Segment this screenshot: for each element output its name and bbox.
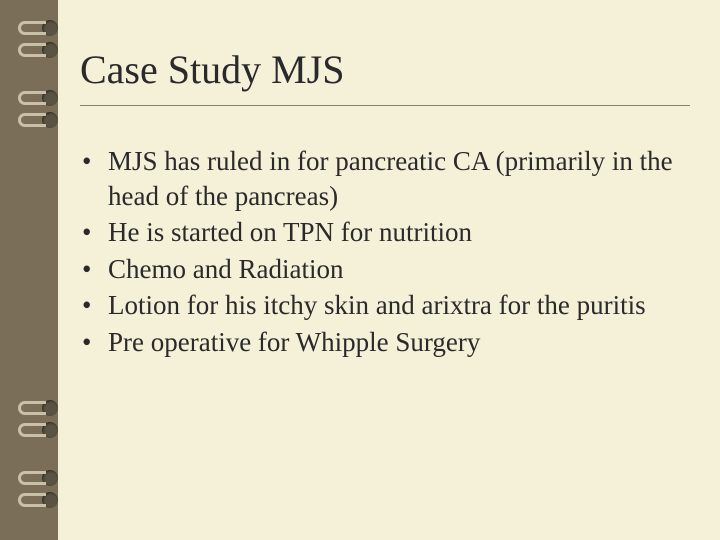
- binder-ring-icon: [18, 401, 46, 415]
- binder-ring-pair: [18, 470, 66, 510]
- binder-ring-icon: [18, 113, 46, 127]
- bullet-item: He is started on TPN for nutrition: [108, 215, 690, 250]
- bullet-item: Chemo and Radiation: [108, 252, 690, 287]
- bullet-item: Lotion for his itchy skin and arixtra fo…: [108, 288, 690, 323]
- bullet-list: MJS has ruled in for pancreatic CA (prim…: [80, 144, 690, 359]
- binder-ring-icon: [18, 493, 46, 507]
- binder-ring-pair: [18, 400, 66, 440]
- binder-ring-icon: [18, 21, 46, 35]
- binder-ring-icon: [18, 471, 46, 485]
- binder-strip: [0, 0, 58, 540]
- slide-content: Case Study MJS MJS has ruled in for panc…: [80, 46, 690, 361]
- binder-ring-pair: [18, 90, 66, 130]
- slide-title: Case Study MJS: [80, 46, 690, 106]
- binder-ring-icon: [18, 43, 46, 57]
- bullet-item: MJS has ruled in for pancreatic CA (prim…: [108, 144, 690, 213]
- binder-ring-icon: [18, 423, 46, 437]
- bullet-item: Pre operative for Whipple Surgery: [108, 325, 690, 360]
- binder-ring-icon: [18, 91, 46, 105]
- binder-ring-pair: [18, 20, 66, 60]
